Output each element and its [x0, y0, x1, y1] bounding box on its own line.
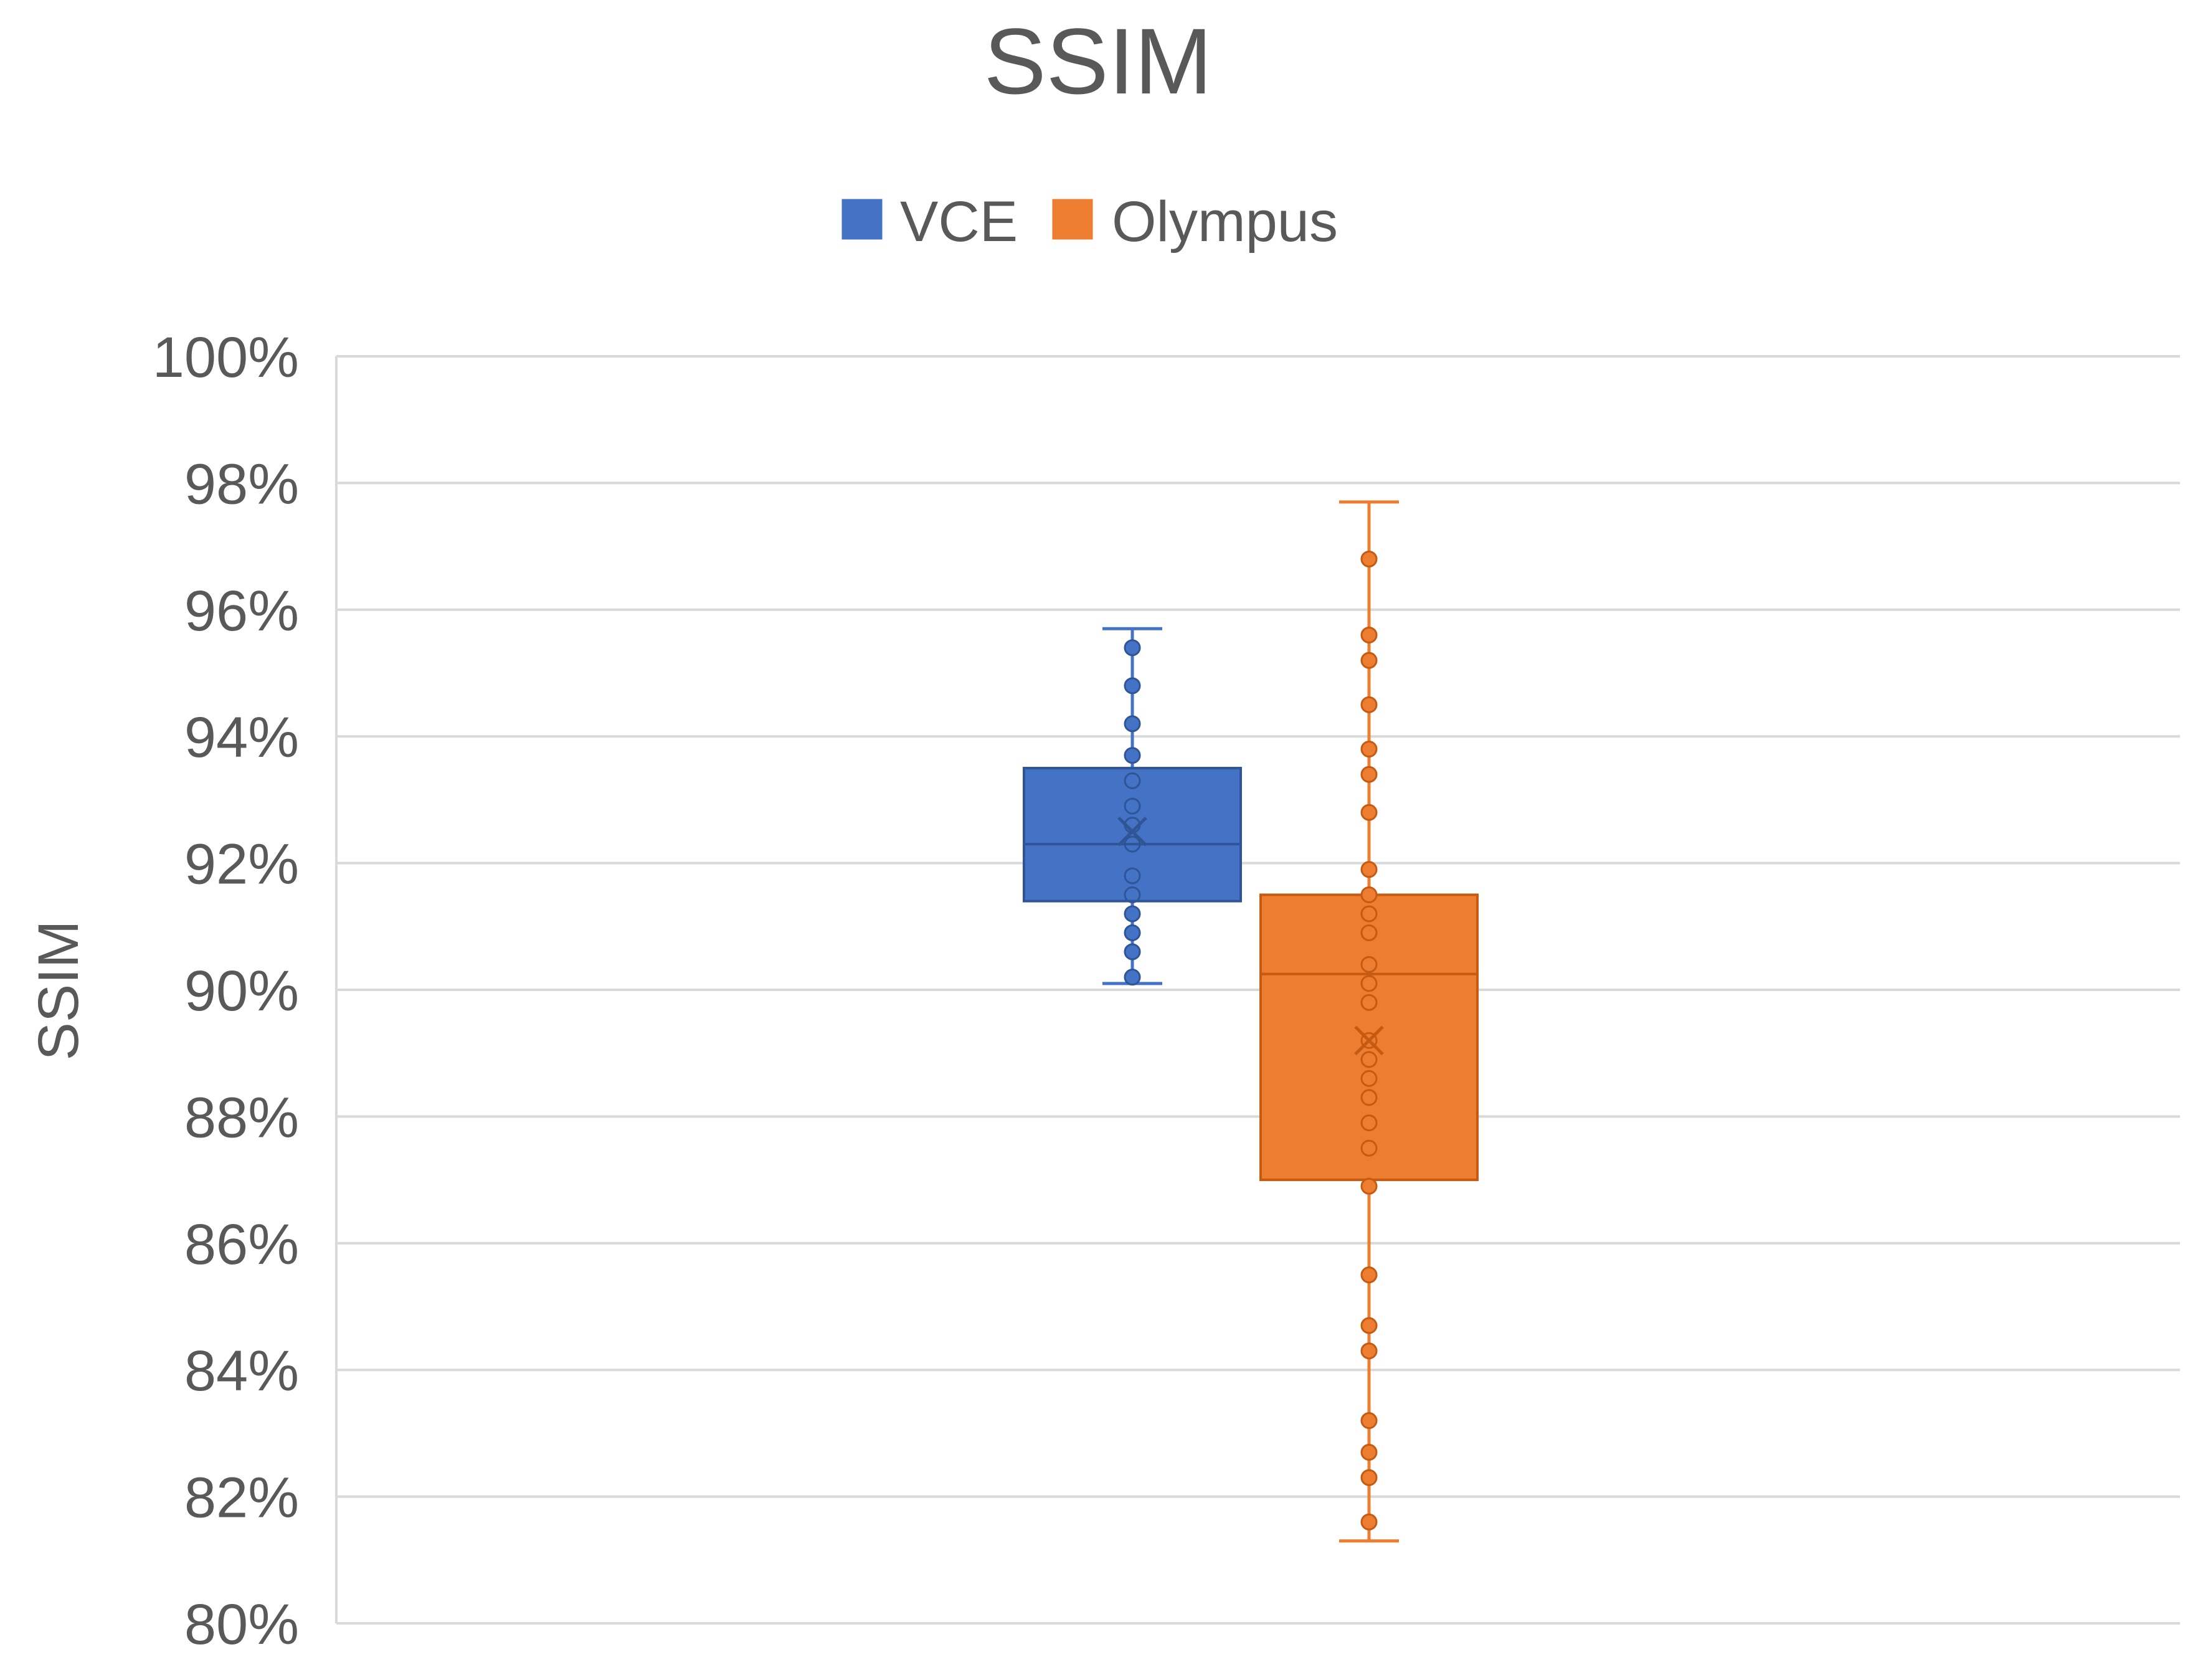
- y-tick-label: 94%: [184, 706, 299, 769]
- y-tick-label: 96%: [184, 579, 299, 643]
- data-point: [1360, 1139, 1378, 1157]
- legend-label: VCE: [900, 190, 1018, 254]
- data-point: [1124, 715, 1141, 733]
- data-point: [1360, 956, 1378, 973]
- y-tick-label: 88%: [184, 1086, 299, 1149]
- data-point: [1360, 1412, 1378, 1430]
- data-point: [1360, 1513, 1378, 1531]
- data-point: [1360, 766, 1378, 783]
- legend-swatch: [1052, 199, 1093, 240]
- data-point: [1360, 924, 1378, 941]
- box-series: [1023, 500, 1479, 1543]
- y-tick-label: 100%: [153, 326, 299, 389]
- data-point: [1360, 804, 1378, 821]
- legend-item: VCE: [841, 190, 1018, 254]
- legend-label: Olympus: [1112, 190, 1338, 254]
- box-vce: [1023, 627, 1242, 986]
- data-point: [1360, 1070, 1378, 1087]
- gridlines: [336, 355, 2180, 1625]
- data-point: [1124, 943, 1141, 961]
- data-point: [1360, 886, 1378, 903]
- data-point: [1124, 677, 1141, 695]
- data-point: [1360, 1032, 1378, 1049]
- y-tick-label: 82%: [184, 1466, 299, 1530]
- chart-title: SSIM: [984, 9, 1213, 113]
- data-point: [1360, 1317, 1378, 1334]
- data-point: [1124, 969, 1141, 986]
- data-point: [1360, 1443, 1378, 1461]
- data-point: [1124, 797, 1141, 815]
- data-point: [1124, 772, 1141, 789]
- data-point: [1124, 886, 1141, 903]
- y-tick-label: 98%: [184, 452, 299, 516]
- y-tick-label: 92%: [184, 833, 299, 896]
- data-point: [1360, 652, 1378, 669]
- data-point: [1360, 905, 1378, 923]
- box-iqr: [1023, 767, 1242, 903]
- legend: VCE Olympus: [841, 190, 1338, 254]
- mean-marker: [1354, 1025, 1384, 1056]
- legend-item: Olympus: [1052, 190, 1338, 254]
- box-iqr: [1259, 893, 1479, 1182]
- data-point: [1360, 975, 1378, 992]
- data-point: [1360, 1114, 1378, 1132]
- data-point: [1360, 741, 1378, 758]
- data-point: [1360, 1342, 1378, 1360]
- data-point: [1360, 1089, 1378, 1106]
- data-point: [1360, 994, 1378, 1011]
- y-tick-label: 80%: [184, 1593, 299, 1656]
- y-axis-ticks: 80% 82% 84% 86% 88% 90% 92% 94% 96% 98% 100%: [153, 326, 299, 1656]
- data-point: [1124, 747, 1141, 764]
- data-point: [1124, 924, 1141, 941]
- data-point: [1360, 1177, 1378, 1195]
- y-tick-label: 86%: [184, 1213, 299, 1276]
- data-point: [1124, 835, 1141, 853]
- data-point: [1360, 861, 1378, 878]
- box-olympus: [1259, 500, 1479, 1543]
- data-point: [1360, 1469, 1378, 1486]
- legend-swatch: [841, 199, 883, 240]
- data-point: [1124, 639, 1141, 657]
- y-tick-label: 84%: [184, 1339, 299, 1403]
- data-point: [1360, 1051, 1378, 1068]
- data-point: [1124, 905, 1141, 923]
- data-point: [1360, 626, 1378, 643]
- y-tick-label: 90%: [184, 959, 299, 1023]
- data-point: [1360, 696, 1378, 713]
- y-axis-label: SSIM: [27, 921, 90, 1061]
- data-point: [1360, 1266, 1378, 1284]
- data-point: [1360, 550, 1378, 567]
- mean-marker: [1117, 816, 1147, 847]
- data-point: [1124, 867, 1141, 885]
